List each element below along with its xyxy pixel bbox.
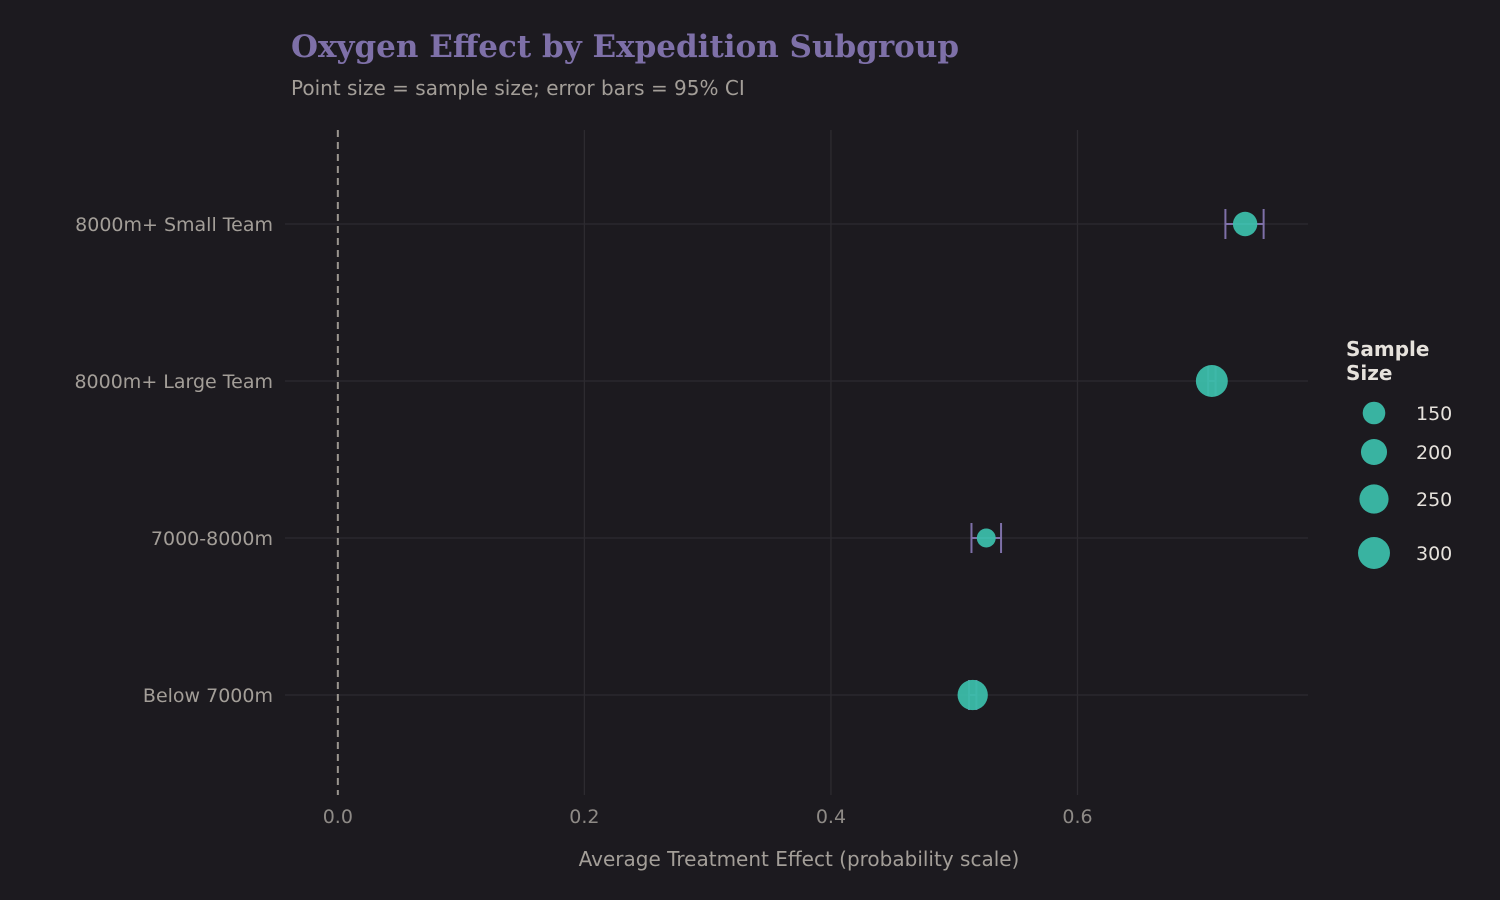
legend-title-line-1: Sample [1346, 337, 1429, 361]
x-tick-label-2: 0.4 [816, 806, 846, 828]
data-point-3 [957, 679, 988, 711]
data-point-0 [1232, 211, 1258, 237]
legend-title-line-2: Size [1346, 361, 1392, 385]
x-tick-label-3: 0.6 [1062, 806, 1092, 828]
legend-entries: 150 200 250 300 [1358, 401, 1452, 569]
chart-subtitle: Point size = sample size; error bars = 9… [291, 76, 745, 100]
legend-circle-250 [1359, 484, 1389, 514]
errorbar-layer [968, 209, 1265, 710]
legend-label-150: 150 [1416, 403, 1452, 425]
data-point-1 [1195, 365, 1228, 397]
grid-layer [285, 130, 1308, 795]
x-tick-label-0: 0.0 [323, 806, 353, 828]
y-tick-label-2: 7000-8000m [151, 528, 273, 550]
point-layer [957, 211, 1258, 711]
legend-label-250: 250 [1416, 489, 1452, 511]
y-tick-label-3: Below 7000m [143, 685, 273, 707]
legend-label-200: 200 [1416, 442, 1452, 464]
chart-title: Oxygen Effect by Expedition Subgroup [291, 29, 959, 65]
data-point-2 [976, 528, 996, 548]
legend-circle-200 [1360, 438, 1388, 466]
x-axis-ticks: 0.0 0.2 0.4 0.6 [323, 806, 1093, 828]
legend-circle-150 [1362, 401, 1386, 425]
size-legend: Sample Size 150 200 250 300 [1346, 337, 1452, 569]
x-tick-label-1: 0.2 [569, 806, 599, 828]
legend-label-300: 300 [1416, 543, 1452, 565]
legend-title: Sample Size [1346, 337, 1436, 385]
y-axis-ticks: 8000m+ Small Team 8000m+ Large Team 7000-8… [74, 214, 273, 707]
legend-circle-300 [1358, 537, 1390, 569]
y-tick-label-0: 8000m+ Small Team [75, 214, 273, 236]
y-tick-label-1: 8000m+ Large Team [74, 371, 273, 393]
x-axis-label: Average Treatment Effect (probability sc… [579, 847, 1020, 871]
